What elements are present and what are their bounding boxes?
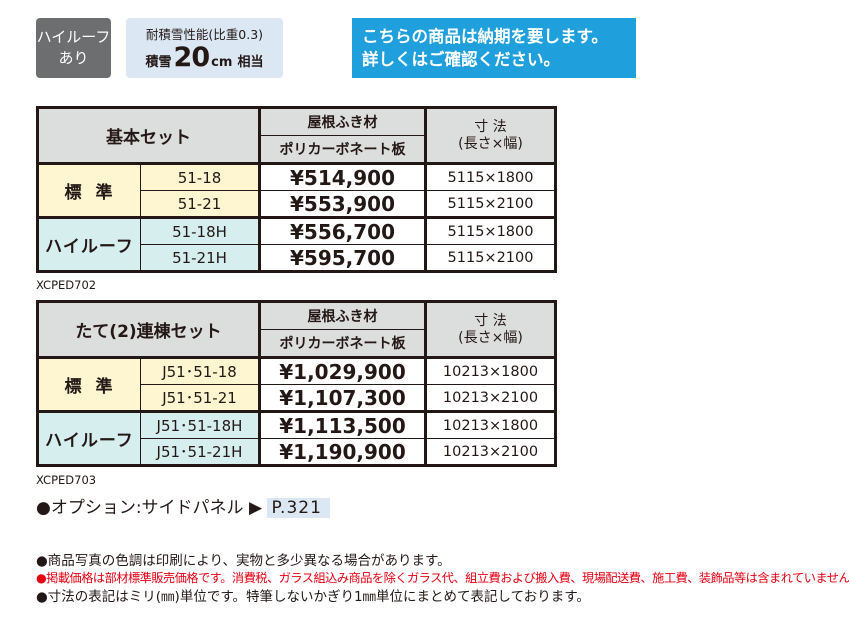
group-high-roof: ハイルーフ (37, 216, 141, 272)
roof-material-subheader: ポリカーボネート板 (258, 135, 427, 164)
roof-material-header: 屋根ふき材 (258, 107, 427, 136)
high-roof-badge-line2: あり (58, 49, 89, 67)
delivery-notice: こちらの商品は納期を要します。 詳しくはご確認ください。 (352, 18, 636, 78)
model-code: 51-18H (140, 216, 260, 245)
high-roof-badge: ハイルーフ あり (36, 18, 111, 78)
dimension: 10213×2100 (424, 438, 556, 466)
table-row: 標準 J51･51-18 ¥1,029,900 10213×1800 (37, 356, 556, 412)
price-table-basic: 基本セット 屋根ふき材 寸 法 (長さ×幅) ポリカーボネート板 標準 51-1… (36, 106, 557, 273)
model-code: J51･51-21H (140, 438, 260, 466)
price: ¥1,107,300 (258, 384, 427, 412)
set-name: 基本セット (37, 107, 260, 164)
dimension-header-line2: (長さ×幅) (458, 135, 523, 152)
roof-material-header: 屋根ふき材 (258, 301, 427, 330)
price: ¥1,029,900 (258, 356, 427, 385)
price: ¥514,900 (258, 162, 427, 191)
table-row: 標準 51-18 ¥514,900 5115×1800 (37, 162, 556, 218)
table-row: J51･51-21 ¥1,107,300 10213×2100 (38, 384, 556, 412)
snow-load-unit: cm (211, 55, 233, 70)
high-roof-badge-line1: ハイルーフ (36, 28, 111, 46)
group-standard: 標準 (37, 162, 141, 218)
dimension: 5115×2100 (424, 244, 556, 272)
option-label: ●オプション:サイドパネル ▶ (36, 498, 263, 518)
table-row: ハイルーフ 51-18H ¥556,700 5115×1800 (37, 216, 556, 272)
price-table-tandem: たて(2)連棟セット 屋根ふき材 寸 法 (長さ×幅) ポリカーボネート板 標準… (36, 300, 557, 467)
dimension: 5115×1800 (424, 216, 556, 245)
table-row: ハイルーフ J51･51-18H ¥1,113,500 10213×1800 (37, 410, 556, 466)
price: ¥556,700 (258, 216, 427, 245)
model-code: 51-21H (140, 244, 260, 272)
model-code: J51･51-21 (140, 384, 260, 412)
group-standard: 標準 (37, 356, 141, 412)
snow-load-value-line: 積雪20 cm 相当 (126, 43, 283, 78)
dimension-header-line1: 寸 法 (474, 118, 507, 135)
roof-material-subheader: ポリカーボネート板 (258, 329, 427, 358)
dimension-header-line1: 寸 法 (474, 312, 507, 329)
price: ¥595,700 (258, 244, 427, 272)
delivery-notice-line2: 詳しくはご確認ください。 (362, 50, 560, 69)
product-code: XCPED702 (36, 278, 97, 292)
dimension-header: 寸 法 (長さ×幅) (424, 301, 556, 358)
model-code: 51-21 (140, 190, 260, 218)
footnote-color: ●商品写真の色調は印刷により、実物と多少異なる場合があります。 (36, 553, 451, 569)
option-page-link[interactable]: P.321 (267, 498, 330, 518)
dimension: 5115×1800 (424, 162, 556, 191)
model-code: 51-18 (140, 162, 260, 191)
model-code: J51･51-18 (140, 356, 260, 385)
product-code: XCPED703 (36, 473, 97, 487)
table-row: 51-21H ¥595,700 5115×2100 (38, 244, 556, 272)
snow-load-prefix: 積雪 (145, 55, 172, 70)
table-row: 51-21 ¥553,900 5115×2100 (38, 190, 556, 218)
snow-load-badge: 耐積雪性能(比重0.3) 積雪20 cm 相当 (126, 18, 283, 78)
price: ¥1,190,900 (258, 438, 427, 466)
table-row: J51･51-21H ¥1,190,900 10213×2100 (38, 438, 556, 466)
option-line: ●オプション:サイドパネル ▶ P.321 (36, 493, 330, 518)
snow-load-suffix: 相当 (237, 55, 264, 70)
dimension: 10213×2100 (424, 384, 556, 412)
group-high-roof: ハイルーフ (37, 410, 141, 466)
dimension: 5115×2100 (424, 190, 556, 218)
snow-load-title: 耐積雪性能(比重0.3) (145, 27, 264, 42)
set-name: たて(2)連棟セット (37, 301, 260, 358)
dimension: 10213×1800 (424, 356, 556, 385)
price: ¥553,900 (258, 190, 427, 218)
dimension: 10213×1800 (424, 410, 556, 439)
model-code: J51･51-18H (140, 410, 260, 439)
dimension-header-line2: (長さ×幅) (458, 329, 523, 346)
footnote-price: ●掲載価格は部材標準販売価格です。消費税、ガラス組込み商品を除くガラス代、組立費… (36, 571, 849, 585)
snow-load-value: 20 (173, 42, 211, 73)
footnote-units: ●寸法の表記はミリ(㎜)単位です。特筆しないかぎり1㎜単位にまとめて表記しており… (36, 589, 590, 605)
price: ¥1,113,500 (258, 410, 427, 439)
dimension-header: 寸 法 (長さ×幅) (424, 107, 556, 164)
delivery-notice-line1: こちらの商品は納期を要します。 (362, 27, 608, 46)
